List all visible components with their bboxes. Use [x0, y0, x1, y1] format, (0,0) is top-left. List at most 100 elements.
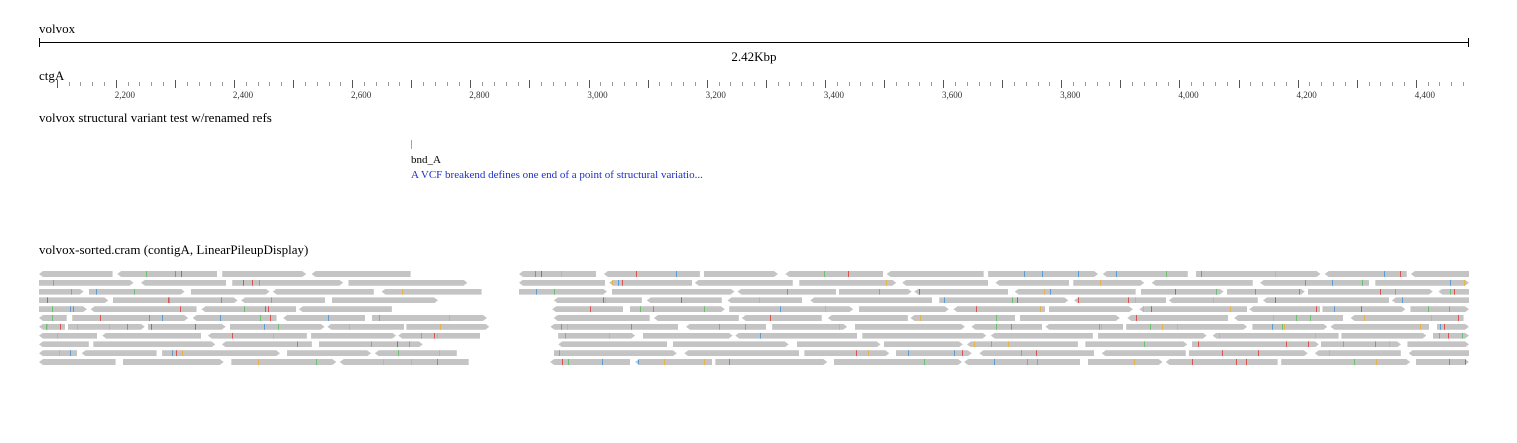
alignment-read[interactable]	[1139, 306, 1248, 313]
alignment-read[interactable]	[241, 297, 326, 304]
alignment-read[interactable]	[553, 297, 642, 304]
alignment-read[interactable]	[737, 288, 837, 295]
alignment-read[interactable]	[162, 350, 280, 356]
alignment-read[interactable]	[1196, 271, 1321, 277]
alignment-read[interactable]	[859, 306, 949, 312]
alignment-read[interactable]	[283, 315, 366, 321]
alignment-read[interactable]	[735, 332, 858, 339]
alignment-read[interactable]	[964, 359, 1081, 365]
alignment-read[interactable]	[39, 271, 113, 277]
alignment-read[interactable]	[1407, 341, 1469, 347]
alignment-read[interactable]	[287, 350, 371, 356]
alignment-read[interactable]	[332, 297, 438, 303]
alignment-read[interactable]	[348, 280, 467, 286]
alignment-read[interactable]	[1168, 297, 1258, 304]
alignment-read[interactable]	[117, 271, 218, 277]
alignment-read[interactable]	[372, 315, 487, 321]
alignment-read[interactable]	[39, 315, 67, 321]
alignment-read[interactable]	[1321, 341, 1401, 347]
alignment-read[interactable]	[1126, 324, 1247, 330]
alignment-read[interactable]	[191, 289, 270, 295]
alignment-read[interactable]	[39, 323, 65, 330]
alignment-read[interactable]	[953, 306, 1046, 313]
alignment-read[interactable]	[272, 288, 374, 295]
alignment-read[interactable]	[1281, 359, 1410, 365]
alignment-read[interactable]	[90, 306, 197, 313]
alignment-read[interactable]	[804, 350, 889, 356]
alignment-read[interactable]	[1324, 271, 1407, 277]
alignment-read[interactable]	[1260, 279, 1370, 286]
alignment-read[interactable]	[704, 271, 778, 277]
variant-feature-name[interactable]: bnd_A	[411, 154, 441, 166]
alignment-read[interactable]	[39, 359, 116, 365]
alignment-read[interactable]	[230, 324, 325, 330]
alignment-read[interactable]	[327, 323, 405, 330]
alignment-read[interactable]	[979, 350, 1095, 357]
alignment-read[interactable]	[1341, 333, 1426, 339]
alignment-read[interactable]	[39, 350, 78, 357]
alignment-read[interactable]	[231, 359, 336, 365]
alignment-read[interactable]	[319, 341, 423, 347]
alignment-read[interactable]	[339, 359, 469, 365]
alignment-read[interactable]	[643, 333, 733, 339]
alignment-read[interactable]	[39, 306, 87, 312]
alignment-read[interactable]	[1049, 306, 1133, 312]
alignment-read[interactable]	[910, 315, 1016, 321]
alignment-read[interactable]	[298, 306, 392, 313]
alignment-read[interactable]	[1416, 359, 1469, 365]
alignment-read[interactable]	[715, 359, 827, 365]
alignment-read[interactable]	[684, 350, 800, 357]
alignment-read[interactable]	[39, 341, 89, 348]
alignment-read[interactable]	[971, 323, 1043, 330]
alignment-read[interactable]	[1437, 324, 1469, 330]
alignment-read[interactable]	[741, 315, 822, 321]
alignment-read[interactable]	[896, 350, 972, 356]
alignment-read[interactable]	[1433, 333, 1469, 339]
alignment-read[interactable]	[1391, 297, 1469, 304]
alignment-read[interactable]	[653, 315, 739, 321]
alignment-read[interactable]	[1020, 315, 1120, 321]
alignment-read[interactable]	[966, 341, 1078, 348]
alignment-read[interactable]	[222, 271, 306, 277]
alignment-read[interactable]	[1165, 359, 1278, 365]
alignment-read[interactable]	[1102, 271, 1188, 277]
alignment-read[interactable]	[988, 271, 1098, 277]
alignment-read[interactable]	[1410, 271, 1469, 277]
alignment-read[interactable]	[550, 323, 679, 330]
alignment-read[interactable]	[519, 279, 605, 286]
alignment-read[interactable]	[1308, 289, 1433, 295]
alignment-read[interactable]	[673, 341, 789, 347]
alignment-read[interactable]	[1227, 289, 1305, 295]
alignment-read[interactable]	[1151, 279, 1253, 286]
alignment-read[interactable]	[207, 332, 307, 339]
alignment-read[interactable]	[406, 324, 489, 330]
alignment-read[interactable]	[939, 297, 1068, 303]
alignment-read[interactable]	[141, 279, 226, 286]
alignment-read[interactable]	[311, 271, 411, 277]
alignment-read[interactable]	[1234, 315, 1344, 321]
alignment-read[interactable]	[39, 297, 108, 303]
alignment-read[interactable]	[1314, 350, 1401, 357]
alignment-read[interactable]	[886, 271, 984, 277]
alignment-read[interactable]	[1408, 350, 1469, 357]
alignment-read[interactable]	[995, 279, 1070, 286]
alignment-read[interactable]	[148, 324, 226, 330]
alignment-read[interactable]	[902, 279, 989, 286]
alignment-read[interactable]	[232, 280, 343, 286]
alignment-read[interactable]	[1045, 323, 1124, 330]
alignment-read[interactable]	[1350, 315, 1464, 321]
alignment-read[interactable]	[694, 279, 793, 286]
alignment-read[interactable]	[855, 324, 965, 330]
alignment-read[interactable]	[1322, 306, 1405, 312]
alignment-read[interactable]	[603, 271, 700, 277]
alignment-read[interactable]	[797, 341, 881, 347]
alignment-read[interactable]	[990, 332, 1093, 339]
overview-scale-bar[interactable]	[39, 38, 1469, 47]
alignment-read[interactable]	[1085, 341, 1187, 347]
alignment-read[interactable]	[398, 332, 481, 339]
alignment-read[interactable]	[834, 359, 962, 365]
alignments-track-title[interactable]: volvox-sorted.cram (contigA, LinearPileu…	[39, 242, 309, 257]
alignment-read[interactable]	[1101, 350, 1186, 357]
alignment-read[interactable]	[646, 297, 722, 304]
alignment-read[interactable]	[729, 306, 853, 312]
